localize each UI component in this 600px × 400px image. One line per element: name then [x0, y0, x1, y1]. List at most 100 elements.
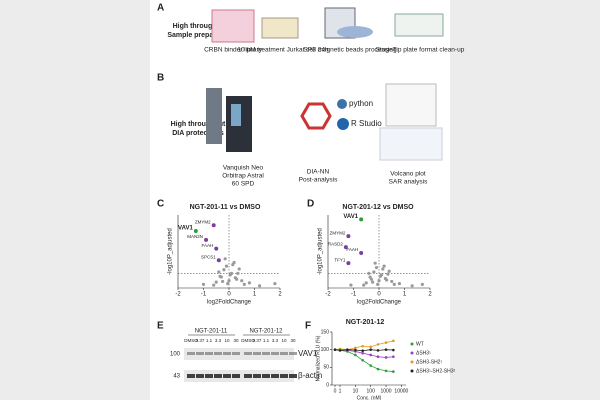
x-tick-label: -2 — [325, 292, 331, 298]
highlight-point — [359, 217, 364, 222]
point-label: ZMYM2 — [195, 219, 211, 224]
point — [226, 282, 230, 286]
point-label: FAAH — [201, 243, 213, 248]
legend-label: WT — [416, 341, 424, 347]
point — [367, 271, 371, 275]
point — [222, 268, 226, 272]
point — [369, 353, 373, 357]
x-tick-label: 1 — [403, 292, 407, 298]
band — [232, 352, 240, 355]
band — [262, 374, 270, 378]
point-label: RASD2 — [328, 241, 344, 246]
point — [236, 271, 240, 275]
point — [201, 282, 206, 286]
highlight-point — [346, 261, 351, 266]
point — [224, 264, 229, 268]
python-logo — [337, 99, 347, 109]
point — [369, 364, 373, 367]
highlight-point — [359, 250, 364, 255]
x-tick-label: 1000 — [380, 388, 391, 394]
band — [205, 352, 213, 355]
point — [392, 370, 395, 373]
x-tick-label: -1 — [351, 292, 357, 298]
x-tick-label: 2 — [428, 292, 432, 298]
dia-nn-logo — [300, 102, 332, 130]
point — [247, 281, 251, 285]
lane-label: 3.3 — [215, 338, 222, 343]
point — [354, 346, 357, 350]
x-axis-label: log2FoldChange — [357, 300, 402, 306]
step-caption: 60 SPD — [232, 181, 255, 188]
band — [214, 352, 222, 355]
point — [346, 348, 349, 351]
x-tick-label: 1 — [339, 388, 342, 394]
point-label: VAV1 — [343, 214, 358, 220]
band — [214, 374, 222, 378]
point — [273, 282, 277, 286]
band — [187, 374, 195, 378]
step-caption: SAR analysis — [389, 179, 428, 186]
y-axis-label: -log10P_adjusted — [168, 228, 174, 275]
point — [371, 280, 375, 284]
x-tick-label: 0 — [377, 292, 381, 298]
x-tick-label: 10 — [353, 388, 359, 394]
band — [289, 352, 297, 355]
point — [361, 358, 364, 362]
point — [338, 349, 342, 352]
group-label: NGT-201-11 — [195, 329, 228, 335]
step-caption: Orbitrap Astral — [222, 173, 264, 180]
band — [244, 352, 252, 355]
panel-label: A — [157, 3, 164, 14]
band — [280, 352, 288, 355]
lane-label: 0.37 — [253, 338, 262, 343]
point — [372, 270, 376, 274]
highlight-point — [211, 223, 216, 228]
point — [228, 273, 232, 277]
legend-label: ΔSH3-SH2¹ — [416, 359, 442, 365]
stagetip-box — [394, 13, 444, 37]
x-tick-label: 0 — [227, 292, 231, 298]
protein-label: VAV1 — [298, 349, 318, 358]
point — [233, 276, 237, 280]
x-axis-label: Conc. (nM) — [357, 395, 382, 400]
point — [212, 283, 216, 287]
lane-label: 10 — [281, 338, 287, 343]
point — [361, 351, 364, 355]
lane-label: 10 — [224, 338, 230, 343]
band — [244, 374, 252, 378]
point — [376, 367, 380, 371]
point — [368, 275, 372, 279]
legend-label: ΔSH3¹-SH2-SH3² — [416, 368, 456, 374]
band — [271, 374, 279, 378]
mass-spec-window — [231, 104, 241, 126]
panel-title: High throughput Sample preparation — [167, 23, 232, 39]
band — [253, 352, 261, 355]
point — [373, 261, 377, 265]
lane-label: 30 — [233, 338, 239, 343]
step-caption: Vanquish Neo — [223, 165, 264, 172]
point — [376, 349, 380, 352]
x-tick-label: 1 — [253, 292, 257, 298]
point — [392, 339, 395, 343]
legend-marker — [410, 360, 414, 364]
band — [196, 374, 204, 378]
x-tick-label: 10000 — [394, 388, 408, 394]
point-label: VAV1 — [178, 226, 193, 232]
point — [392, 348, 395, 352]
point-label: MAN2N — [187, 234, 203, 239]
x-axis-label: log2FoldChange — [207, 300, 252, 306]
highlight-point — [346, 234, 351, 239]
point — [376, 355, 380, 359]
software-label: R Studio — [351, 119, 382, 128]
sar-thumbnail — [379, 127, 443, 161]
volcano-thumbnail — [385, 83, 437, 127]
point — [381, 267, 385, 271]
point-label: FAAH — [346, 247, 358, 252]
point — [242, 282, 246, 286]
panel-label: B — [157, 73, 164, 84]
panel-label: D — [307, 199, 314, 210]
step-caption: Volcano plot — [390, 171, 426, 178]
point — [384, 348, 388, 351]
x-tick-label: -1 — [201, 292, 207, 298]
